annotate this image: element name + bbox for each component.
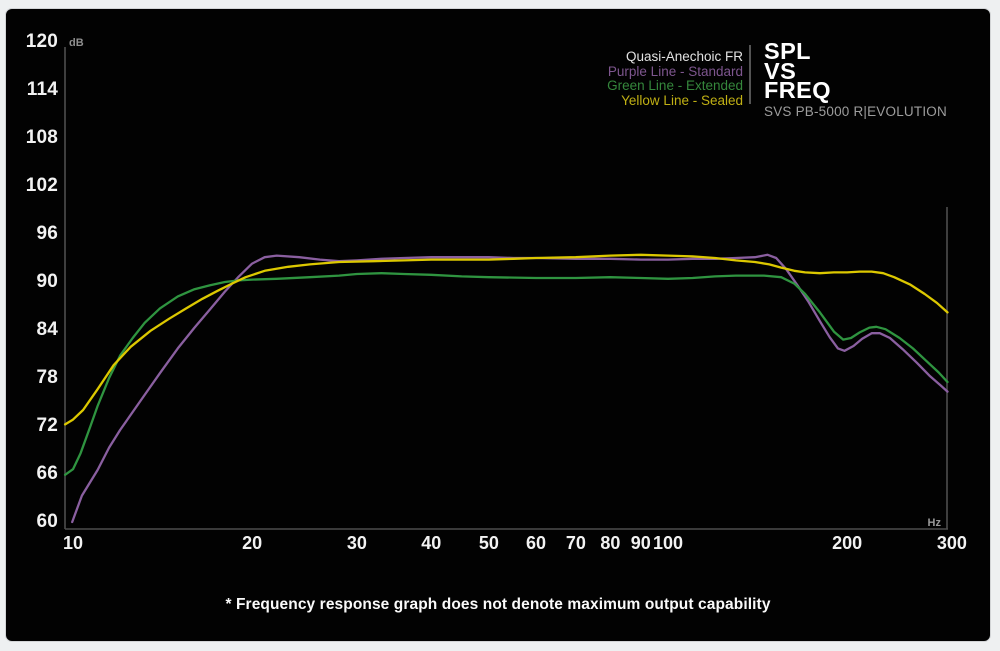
x-tick-40: 40: [421, 533, 442, 553]
series-yellow-line-sealed: [63, 253, 949, 426]
legend-item: Purple Line - Standard: [607, 63, 743, 79]
title-line-freq: FREQ: [764, 77, 831, 103]
y-tick-102: 102: [25, 175, 58, 196]
legend: Quasi-Anechoic FR Purple Line - Standard G…: [607, 49, 743, 108]
y-tick-108: 108: [25, 127, 58, 148]
footnote: * Frequency response graph does not deno…: [225, 596, 771, 613]
x-tick-200: 200: [832, 533, 863, 553]
y-tick-60: 60: [36, 511, 58, 532]
series-green-line-extended: [63, 272, 949, 476]
x-tick-70: 70: [565, 533, 586, 553]
y-tick-120: 120: [25, 31, 58, 52]
x-axis-unit-label: Hz: [927, 517, 941, 529]
y-tick-84: 84: [36, 319, 58, 340]
x-tick-300: 300: [936, 533, 967, 553]
y-tick-78: 78: [36, 367, 58, 388]
y-tick-114: 114: [26, 79, 58, 100]
title-block: SPL VS FREQ SVS PB-5000 R|EVOLUTION: [764, 38, 947, 119]
x-tick-60: 60: [525, 533, 547, 553]
x-tick-10: 10: [62, 533, 84, 553]
x-tick-30: 30: [346, 533, 367, 553]
series-purple-line-standard: [71, 253, 949, 524]
x-tick-80: 80: [600, 533, 621, 553]
y-axis-unit-label: dB: [69, 37, 84, 49]
chart-panel: [5, 8, 991, 642]
x-tick-20: 20: [242, 533, 263, 553]
legend-item: Green Line - Extended: [607, 78, 743, 94]
x-tick-50: 50: [478, 533, 499, 553]
legend-item: Yellow Line - Sealed: [621, 92, 743, 108]
y-tick-96: 96: [36, 223, 58, 244]
y-tick-90: 90: [36, 271, 58, 292]
y-tick-66: 66: [36, 463, 58, 484]
product-subtitle: SVS PB-5000 R|EVOLUTION: [764, 103, 947, 119]
title-line-spl: SPL: [764, 38, 811, 64]
x-tick-100: 100: [652, 533, 684, 553]
y-tick-72: 72: [36, 415, 58, 436]
legend-title-divider: [749, 45, 751, 104]
legend-item: Quasi-Anechoic FR: [625, 49, 743, 64]
title-line-vs: VS: [764, 57, 797, 84]
x-tick-90: 90: [630, 533, 651, 553]
